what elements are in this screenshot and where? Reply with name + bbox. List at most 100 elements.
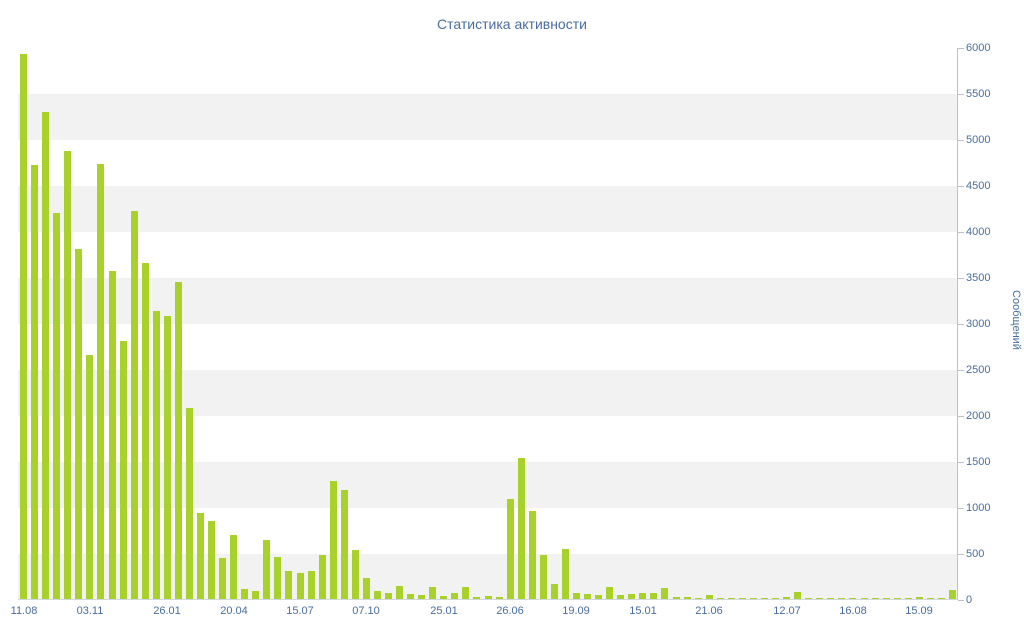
x-tick-label: 15.09 xyxy=(905,605,933,617)
bar xyxy=(561,549,569,599)
bar xyxy=(252,590,260,599)
y-tick-label: 500 xyxy=(966,548,985,560)
bar xyxy=(705,595,713,599)
bar xyxy=(108,270,116,599)
bar xyxy=(915,597,923,599)
bar xyxy=(440,596,448,599)
bar xyxy=(904,597,912,599)
plot-area xyxy=(18,48,958,600)
grid-stripe xyxy=(18,554,957,599)
bar xyxy=(20,54,28,599)
bar xyxy=(871,597,879,599)
y-tick-label: 3000 xyxy=(966,318,991,330)
bar xyxy=(937,597,945,599)
y-tick-label: 5000 xyxy=(966,134,991,146)
bar xyxy=(407,594,415,599)
bar xyxy=(42,112,50,599)
y-tick-mark xyxy=(958,462,964,463)
bar xyxy=(185,407,193,599)
bar xyxy=(650,593,658,599)
y-tick-label: 4000 xyxy=(966,226,991,238)
y-tick-mark xyxy=(958,554,964,555)
bar xyxy=(373,590,381,599)
grid-stripe xyxy=(18,508,957,554)
bar xyxy=(219,557,227,599)
bar xyxy=(948,589,956,599)
bar xyxy=(296,573,304,599)
x-tick-label: 25.01 xyxy=(430,605,458,617)
grid-stripe xyxy=(18,462,957,508)
bar xyxy=(550,584,558,599)
bar xyxy=(606,587,614,599)
bar xyxy=(584,594,592,599)
y-tick-mark xyxy=(958,186,964,187)
chart-title: Статистика активности xyxy=(437,16,587,32)
bar xyxy=(738,597,746,599)
bar xyxy=(783,597,791,599)
x-tick-label: 03.11 xyxy=(76,605,104,617)
x-tick-label: 20.04 xyxy=(220,605,248,617)
bar xyxy=(860,598,868,599)
bar xyxy=(97,163,105,599)
y-tick-label: 4500 xyxy=(966,180,991,192)
bar xyxy=(772,597,780,599)
y-tick-label: 3500 xyxy=(966,272,991,284)
y-tick-label: 2000 xyxy=(966,410,991,422)
bar xyxy=(64,150,72,599)
bar xyxy=(595,595,603,599)
y-tick-mark xyxy=(958,232,964,233)
bar xyxy=(418,595,426,599)
bar xyxy=(31,164,39,599)
bar xyxy=(285,571,293,599)
bar xyxy=(462,587,470,599)
x-tick-label: 19.09 xyxy=(562,605,590,617)
grid-stripe xyxy=(18,186,957,232)
bar xyxy=(727,598,735,599)
x-tick-label: 15.01 xyxy=(629,605,657,617)
grid-stripe xyxy=(18,278,957,324)
grid-stripe xyxy=(18,416,957,462)
y-tick-mark xyxy=(958,278,964,279)
bar xyxy=(517,458,525,599)
bar xyxy=(384,593,392,599)
grid-stripe xyxy=(18,324,957,370)
x-tick-label: 21.06 xyxy=(695,605,723,617)
x-tick-label: 12.07 xyxy=(773,605,801,617)
y-tick-mark xyxy=(958,370,964,371)
bar xyxy=(628,594,636,599)
bar xyxy=(661,587,669,599)
y-tick-mark xyxy=(958,140,964,141)
bar xyxy=(926,598,934,599)
bar xyxy=(716,597,724,599)
bar xyxy=(528,510,536,599)
bar xyxy=(672,596,680,599)
bar xyxy=(484,596,492,599)
x-tick-label: 26.06 xyxy=(496,605,524,617)
bar xyxy=(882,598,890,599)
bar xyxy=(340,489,348,599)
x-tick-label: 26.01 xyxy=(153,605,181,617)
y-tick-label: 5500 xyxy=(966,88,991,100)
bar xyxy=(351,550,359,599)
grid-stripe xyxy=(18,94,957,140)
bar xyxy=(263,540,271,599)
bar xyxy=(760,598,768,599)
bar xyxy=(572,593,580,599)
bar xyxy=(451,593,459,599)
y-tick-mark xyxy=(958,48,964,49)
bar xyxy=(495,597,503,599)
bar xyxy=(362,577,370,599)
bar xyxy=(119,341,127,599)
x-tick-label: 16.08 xyxy=(839,605,867,617)
bar xyxy=(230,534,238,599)
bar xyxy=(307,571,315,599)
y-tick-mark xyxy=(958,94,964,95)
y-tick-label: 6000 xyxy=(966,42,991,54)
bar xyxy=(130,210,138,599)
y-tick-mark xyxy=(958,324,964,325)
bar xyxy=(141,263,149,599)
y-axis-title: Сообщений xyxy=(1010,290,1022,350)
y-tick-label: 1500 xyxy=(966,456,991,468)
bar xyxy=(639,593,647,599)
